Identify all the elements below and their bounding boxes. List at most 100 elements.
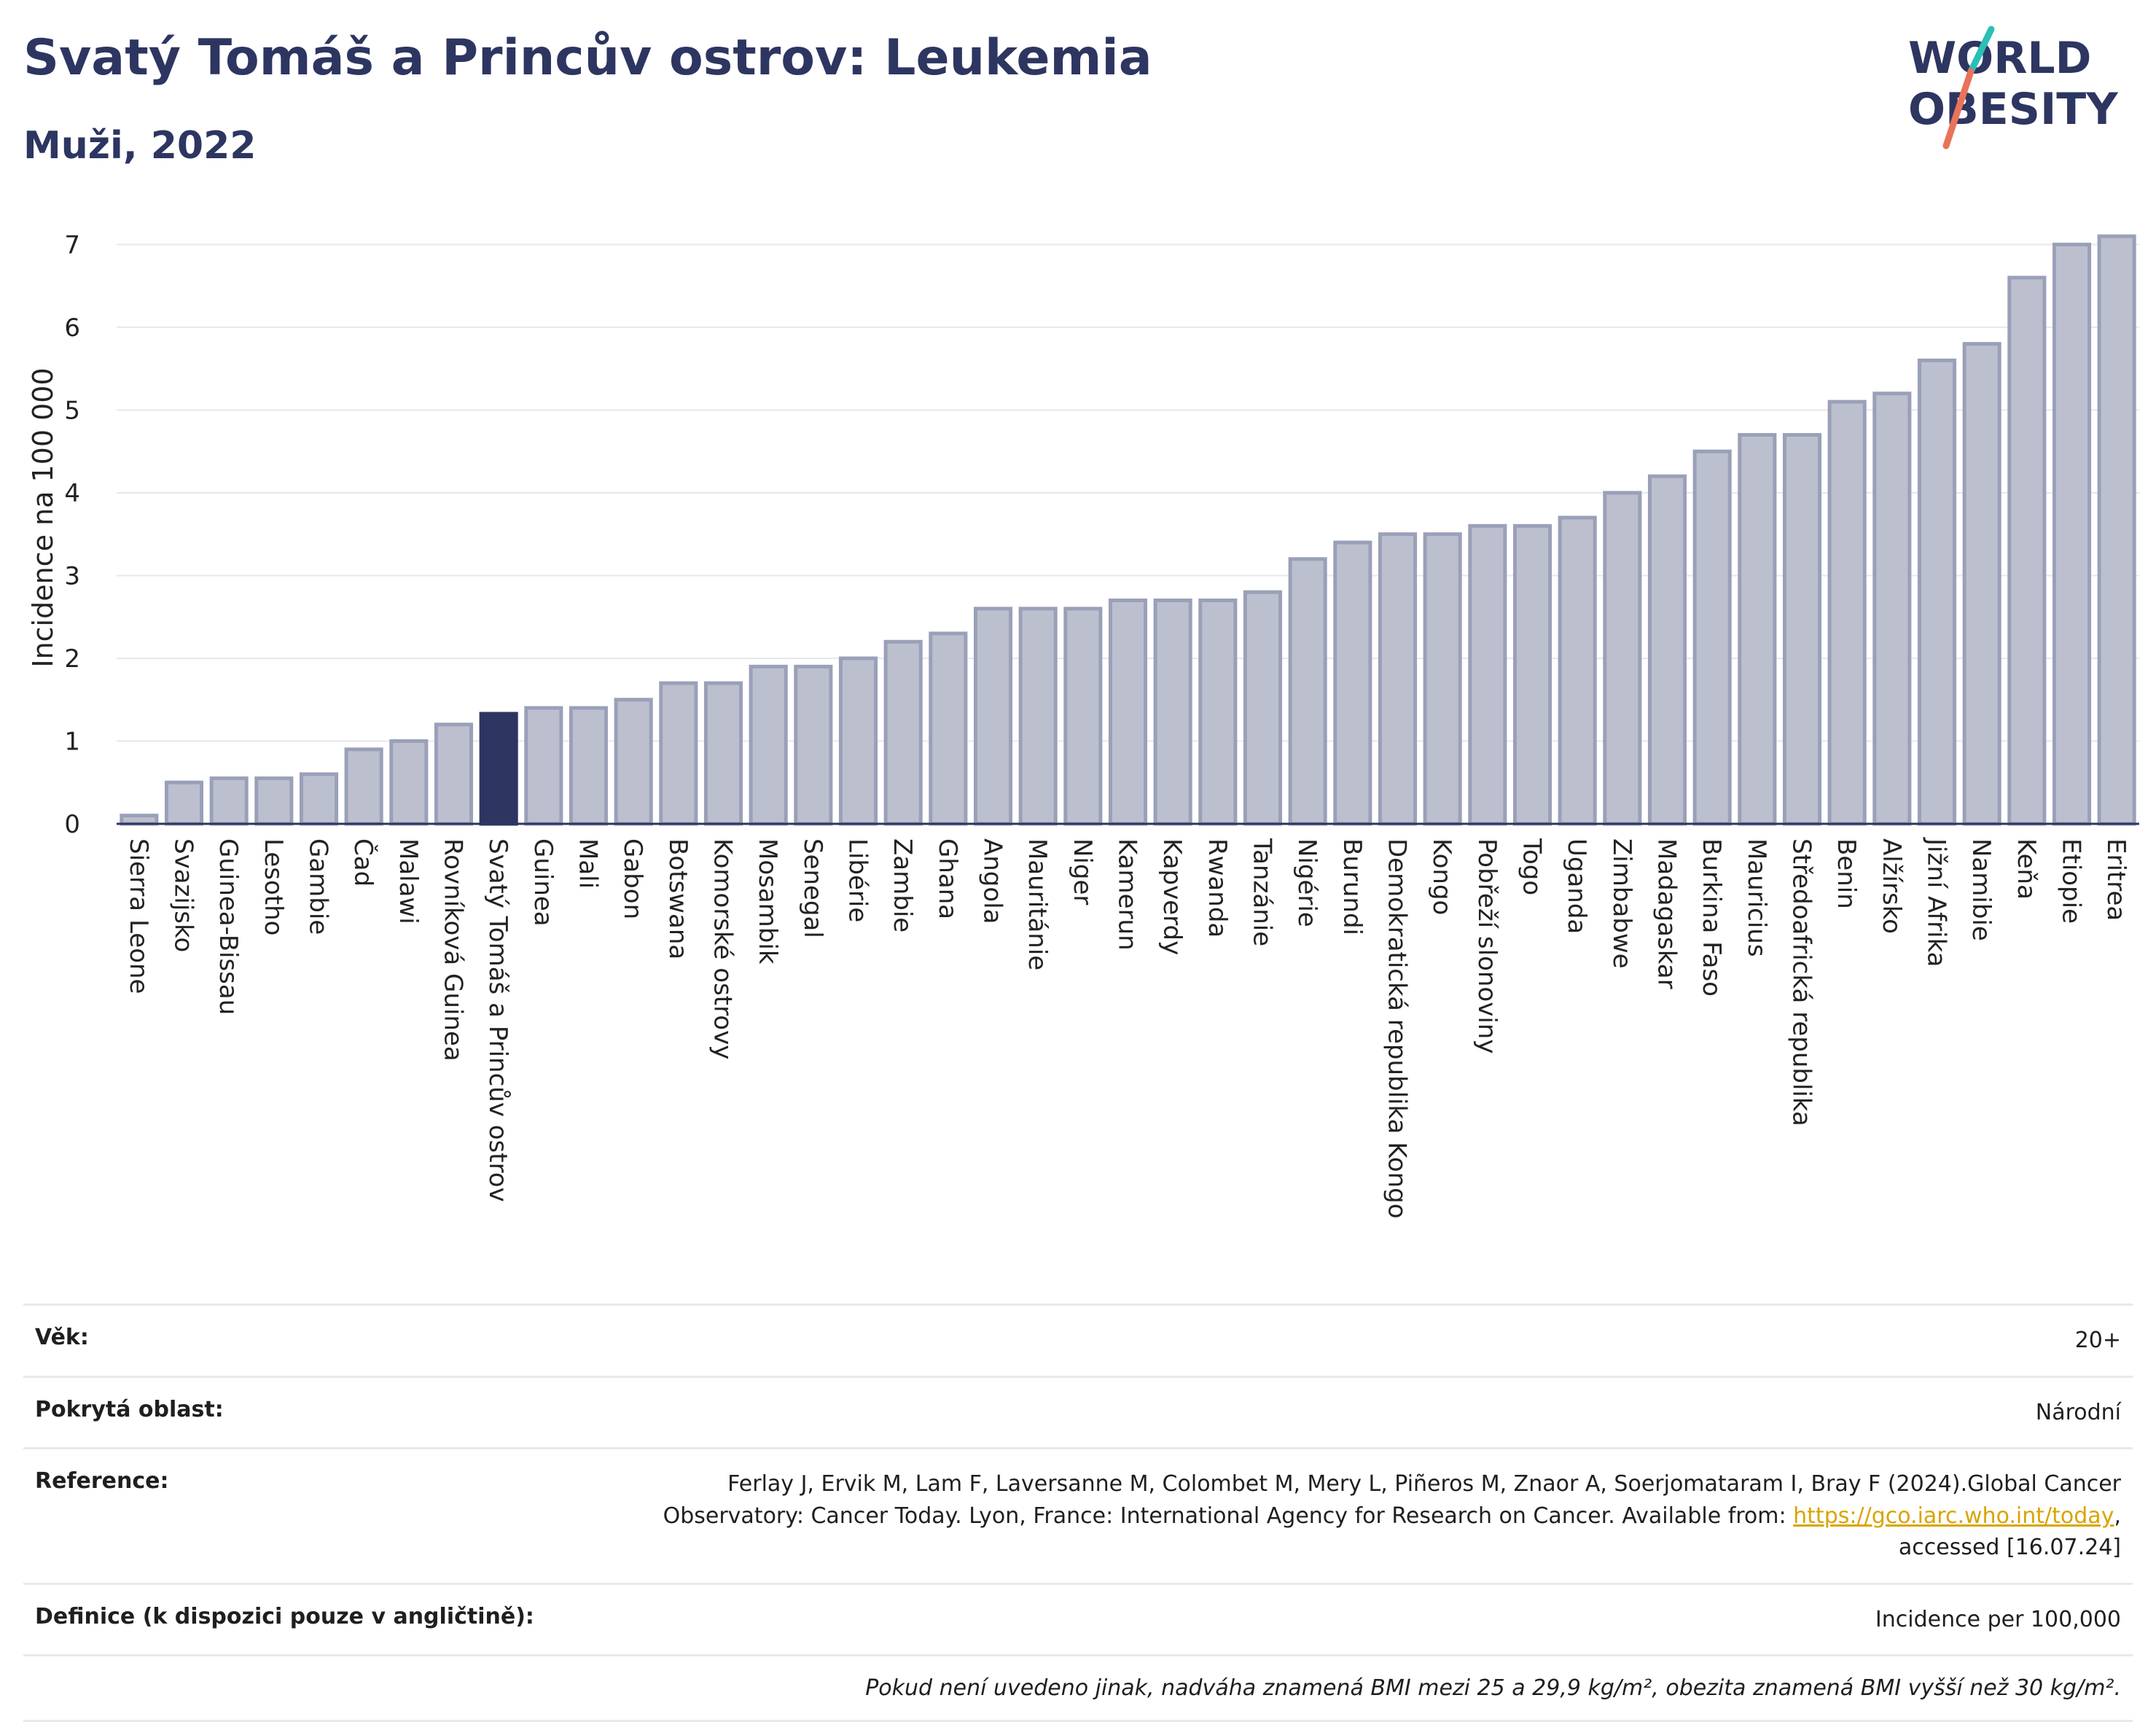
- x-tick-label: Kongo: [1427, 838, 1456, 915]
- page-subtitle: Muži, 2022: [23, 124, 257, 168]
- bar: [1962, 342, 2001, 826]
- bar: [1153, 599, 1192, 826]
- bar: [434, 722, 474, 826]
- bar: [1198, 599, 1238, 826]
- x-tick-label: Libérie: [843, 838, 872, 922]
- bar: [524, 706, 563, 826]
- x-tick-label: Gabon: [618, 838, 647, 919]
- x-tick-label: Svatý Tomáš a Princův ostrov: [483, 838, 512, 1202]
- bar: [1288, 557, 1327, 826]
- x-tick-label: Togo: [1518, 838, 1547, 895]
- logo-line2: OBESITY: [1908, 84, 2119, 135]
- y-tick-label: 3: [64, 561, 80, 591]
- x-tick-label: Mali: [574, 838, 603, 889]
- bar: [344, 747, 383, 826]
- x-tick-label: Etiopie: [2057, 838, 2086, 924]
- x-tick-label: Madagaskar: [1652, 838, 1682, 989]
- reference-link[interactable]: https://gco.iarc.who.int/today: [1793, 1503, 2114, 1529]
- bar: [479, 712, 518, 826]
- bar: [1917, 358, 1957, 826]
- bar: [1738, 432, 1777, 826]
- reference-label: Reference:: [35, 1468, 169, 1494]
- area-value: Národní: [2035, 1399, 2121, 1425]
- bar: [1692, 449, 1732, 826]
- x-tick-label: Tanzánie: [1248, 838, 1277, 946]
- y-tick-label: 1: [64, 727, 80, 756]
- x-tick-label: Mauritánie: [1023, 838, 1052, 970]
- bar: [299, 772, 339, 826]
- bar: [973, 607, 1013, 826]
- info-row-age: Věk: 20+: [23, 1304, 2133, 1376]
- y-tick-label: 6: [64, 313, 80, 343]
- y-tick-label: 4: [64, 479, 80, 508]
- x-tick-label: Komorské ostrovy: [708, 838, 738, 1059]
- x-tick-label: Gambie: [304, 838, 333, 935]
- x-tick-label: Mauricius: [1742, 838, 1771, 957]
- age-label: Věk:: [35, 1325, 89, 1350]
- x-tick-label: Burundi: [1337, 838, 1367, 935]
- x-tick-label: Uganda: [1562, 838, 1591, 934]
- bar: [794, 664, 833, 826]
- bar: [1468, 523, 1507, 826]
- info-row-reference: Reference: Ferlay J, Ervik M, Lam F, Lav…: [23, 1447, 2133, 1583]
- x-tick-label: Kapverdy: [1157, 838, 1187, 955]
- logo-line1: WORLD: [1908, 33, 2091, 84]
- x-tick-label: Sierra Leone: [124, 838, 153, 994]
- reference-text-2: Observatory: Cancer Today. Lyon, France:…: [663, 1503, 1794, 1529]
- bar: [120, 814, 159, 826]
- bar: [1512, 523, 1552, 826]
- bar: [1782, 432, 1822, 826]
- logo-slash-coral: [1942, 68, 1975, 149]
- x-tick-label: Namibie: [1966, 838, 1996, 941]
- bar-chart: 0 1 2 3 4 5 6 7 Incidence na 100 000 Sierra Leone…: [27, 230, 2139, 1219]
- bar: [1378, 532, 1418, 826]
- x-tick-label: Alžírsko: [1877, 838, 1906, 934]
- reference-text-1: Ferlay J, Ervik M, Lam F, Laversanne M, …: [727, 1471, 2121, 1497]
- area-label: Pokrytá oblast:: [35, 1396, 224, 1422]
- bar: [1558, 515, 1597, 826]
- x-tick-label: Svazijsko: [169, 838, 198, 952]
- definition-label: Definice (k dispozici pouze v angličtině…: [35, 1603, 534, 1629]
- x-tick-label: Nigérie: [1292, 838, 1321, 927]
- x-tick-label: Rovníková Guinea: [439, 838, 468, 1061]
- bar: [838, 656, 878, 826]
- x-tick-label: Keňa: [2012, 838, 2041, 900]
- bar: [389, 739, 429, 826]
- info-row-note: Pokud není uvedeno jinak, nadváha znamen…: [23, 1654, 2133, 1722]
- y-tick-label: 7: [64, 230, 80, 260]
- bar: [209, 776, 249, 826]
- x-tick-label: Guinea-Bissau: [214, 838, 243, 1015]
- bar: [614, 698, 653, 826]
- bar: [1647, 474, 1687, 826]
- bar: [2007, 276, 2047, 826]
- logo-slash-teal: [1967, 26, 1995, 75]
- bar: [1827, 400, 1867, 826]
- x-tick-label: Malawi: [394, 838, 423, 924]
- bar: [883, 639, 923, 826]
- x-tick-label: Benin: [1832, 838, 1861, 909]
- bar: [1108, 599, 1148, 826]
- reference-text-4: accessed [16.07.24]: [1898, 1535, 2121, 1560]
- x-tick-label: Mosambik: [753, 838, 782, 965]
- bar: [2097, 234, 2136, 826]
- bar: [749, 664, 788, 826]
- x-tick-label: Demokratická republika Kongo: [1383, 838, 1412, 1219]
- bar: [2052, 242, 2092, 826]
- bar: [1423, 532, 1462, 826]
- bar: [164, 780, 204, 826]
- bar: [569, 706, 609, 826]
- x-tick-label: Lesotho: [259, 838, 288, 935]
- x-tick-label: Angola: [978, 838, 1007, 924]
- x-tick-label: Kamerun: [1113, 838, 1142, 951]
- bar: [1243, 590, 1283, 826]
- x-tick-label: Ghana: [933, 838, 962, 919]
- x-tick-label: Zambie: [888, 838, 917, 932]
- x-tick-label: Rwanda: [1203, 838, 1232, 938]
- info-row-area: Pokrytá oblast: Národní: [23, 1375, 2133, 1448]
- world-obesity-logo: WORLD OBESITY: [1908, 26, 2119, 149]
- footnote: Pokud není uvedeno jinak, nadváha znamen…: [865, 1675, 2121, 1701]
- bar: [659, 681, 698, 826]
- x-tick-label: Zimbabwe: [1607, 838, 1636, 969]
- bar: [254, 776, 294, 826]
- y-axis-label: Incidence na 100 000: [27, 367, 59, 667]
